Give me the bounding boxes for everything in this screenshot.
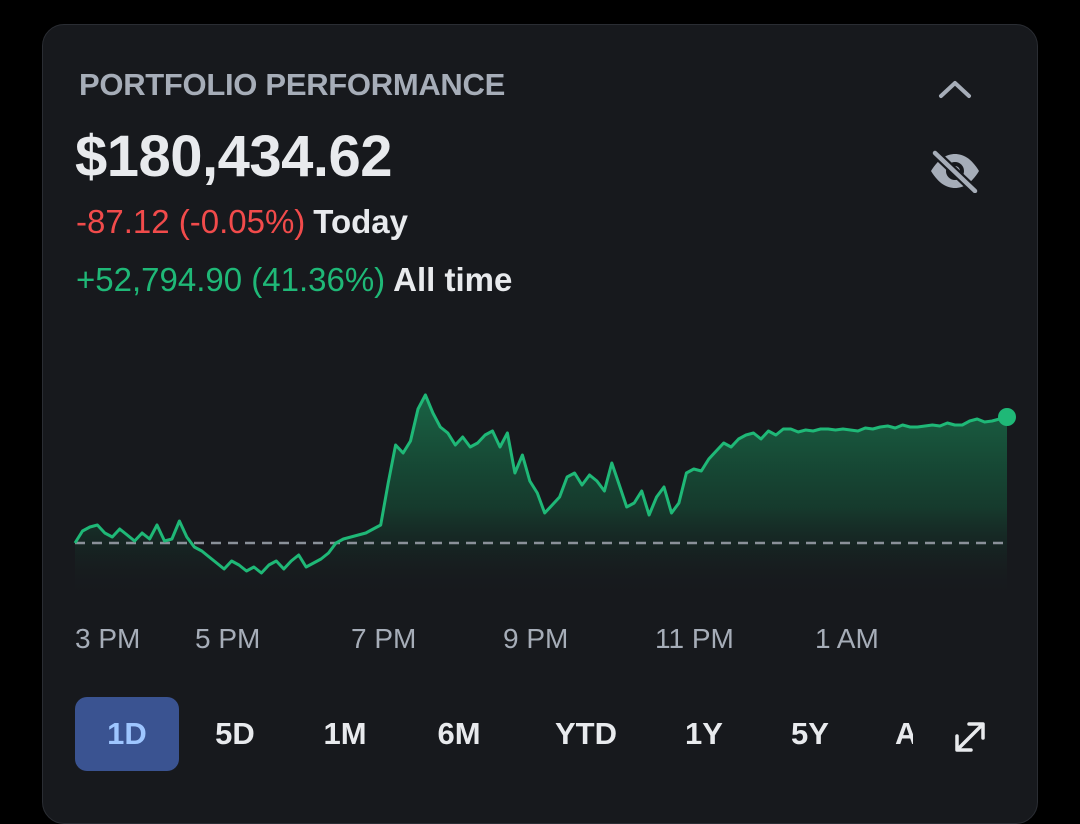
x-tick-label: 7 PM (351, 623, 417, 654)
chart-last-point[interactable] (998, 408, 1016, 426)
hide-balance-button[interactable] (921, 141, 989, 201)
range-all-button[interactable]: ALL (895, 697, 913, 771)
performance-chart (73, 393, 1016, 599)
chart-area-fill (75, 395, 1007, 599)
expand-chart-button[interactable] (939, 715, 1001, 759)
range-1m-button[interactable]: 1M (323, 716, 367, 751)
range-5d-button[interactable]: 5D (215, 716, 255, 751)
eye-off-icon (930, 149, 980, 193)
all-time-label: All time (393, 261, 513, 298)
expand-icon (955, 722, 985, 752)
chevron-up-icon (939, 81, 971, 98)
chart-series-line (73, 393, 1008, 575)
x-tick-label: 5 PM (195, 623, 261, 654)
x-tick-label: 11 PM (655, 623, 734, 654)
portfolio-balance: $180,434.62 (75, 124, 393, 189)
today-change-row: -87.12 (-0.05%) Today (76, 203, 408, 241)
range-1d-button[interactable]: 1D (75, 697, 179, 771)
range-1y-button[interactable]: 1Y (685, 716, 723, 751)
x-tick-label: 3 PM (75, 623, 141, 654)
all-time-change-row: +52,794.90 (41.36%) All time (76, 261, 512, 299)
range-selector: 1D 5D 1M 6M YTD 1Y 5Y ALL (43, 697, 1037, 771)
range-ytd-button[interactable]: YTD (555, 716, 617, 751)
today-change-value: -87.12 (-0.05%) (76, 203, 306, 240)
range-5y-button[interactable]: 5Y (791, 716, 829, 751)
today-label: Today (313, 203, 409, 240)
range-6m-button[interactable]: 6M (437, 716, 481, 751)
card-title: PORTFOLIO PERFORMANCE (79, 67, 505, 102)
portfolio-performance-card: PORTFOLIO PERFORMANCE $180,434.62 -87.12… (42, 24, 1038, 824)
x-tick-label: 9 PM (503, 623, 569, 654)
collapse-button[interactable] (931, 71, 979, 107)
x-tick-label: 1 AM (815, 623, 879, 654)
all-time-change-value: +52,794.90 (41.36%) (76, 261, 386, 298)
